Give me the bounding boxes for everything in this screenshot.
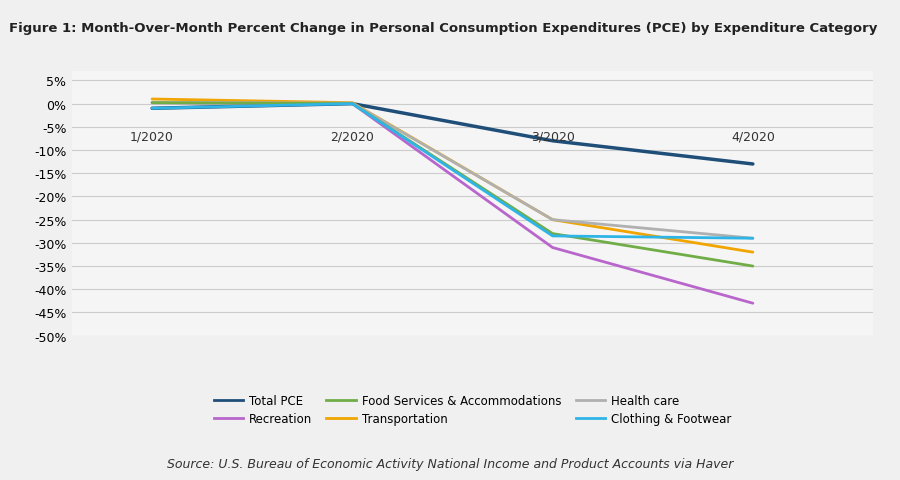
Text: 1/2020: 1/2020 [130, 130, 174, 143]
Text: Figure 1: Month-Over-Month Percent Change in Personal Consumption Expenditures (: Figure 1: Month-Over-Month Percent Chang… [9, 22, 878, 35]
Legend: Total PCE, Recreation, Food Services & Accommodations, Transportation, Health ca: Total PCE, Recreation, Food Services & A… [209, 389, 736, 430]
Text: Source: U.S. Bureau of Economic Activity National Income and Product Accounts vi: Source: U.S. Bureau of Economic Activity… [166, 457, 733, 470]
Text: 2/2020: 2/2020 [330, 130, 374, 143]
Text: 3/2020: 3/2020 [531, 130, 574, 143]
Text: 4/2020: 4/2020 [731, 130, 775, 143]
